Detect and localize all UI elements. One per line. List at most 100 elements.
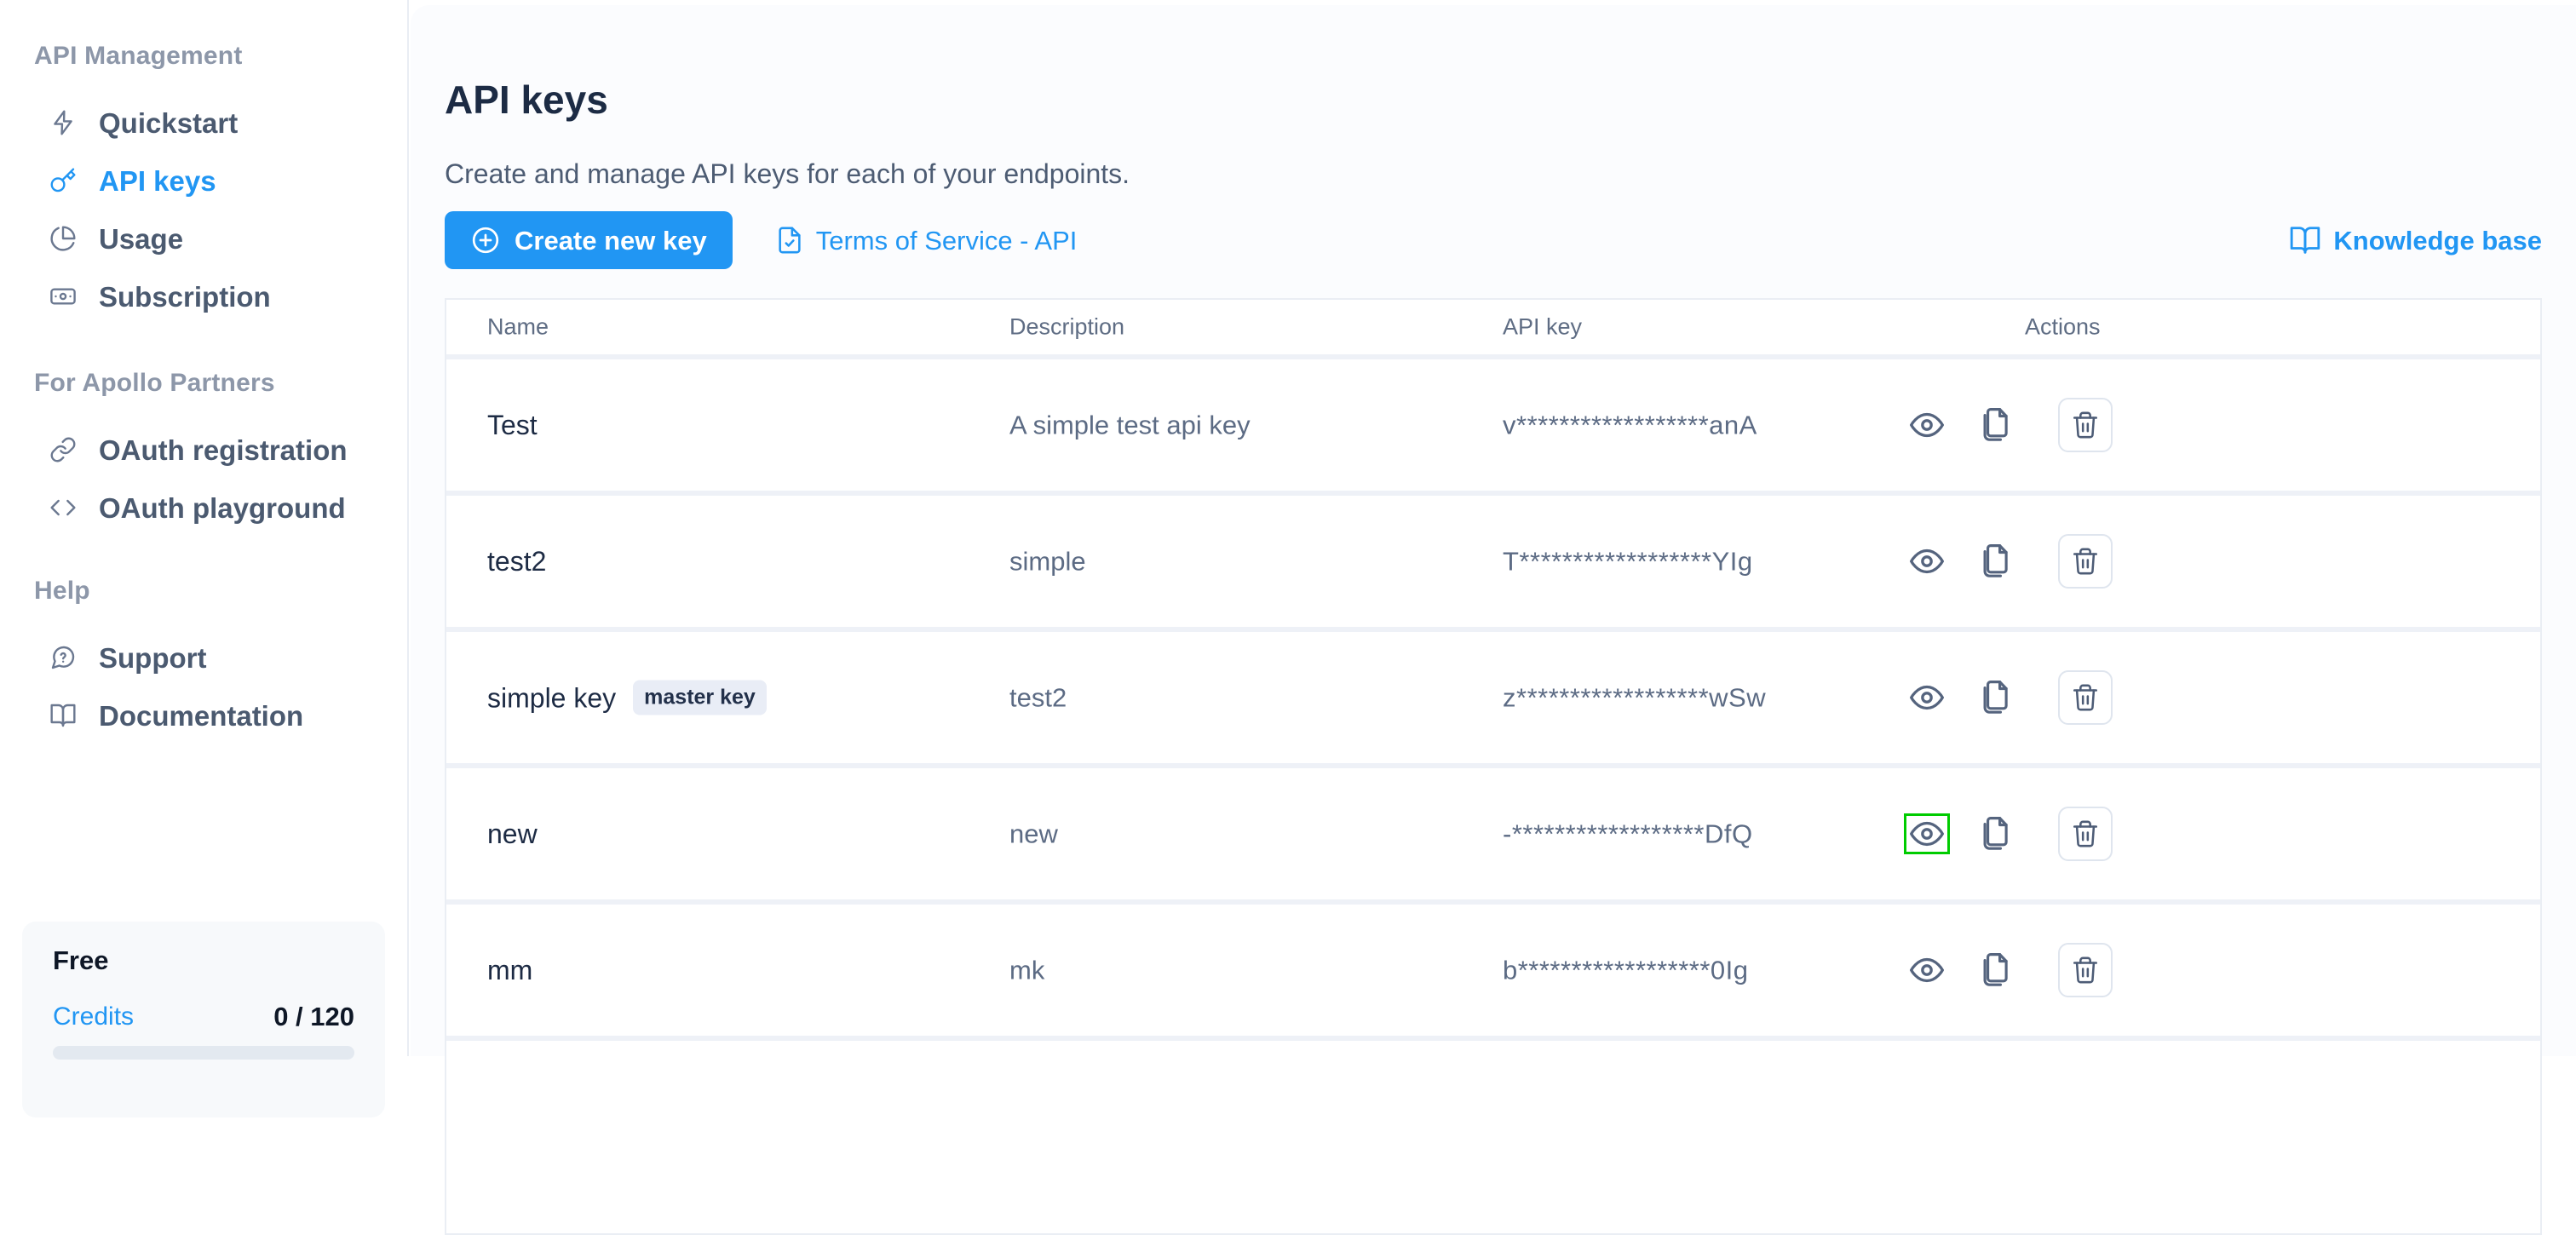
main-content: API keys Create and manage API keys for … [411,5,2576,1235]
book-open-icon [2289,224,2321,256]
key-name: test2 [487,546,547,577]
masked-api-key: -******************DfQ [1503,819,1753,849]
copy-key-button[interactable] [1976,404,2014,446]
key-description: simple [1009,546,1086,577]
eye-icon [1910,412,1944,438]
copy-key-button[interactable] [1976,676,2014,719]
masked-api-key: T******************YIg [1503,546,1753,577]
key-icon [48,165,78,196]
knowledge-base-label: Knowledge base [2333,225,2542,256]
sidebar-section-title: API Management [34,42,243,70]
sidebar-item-label: Support [99,641,207,674]
eye-icon [1910,821,1944,847]
column-header-description: Description [1009,313,1125,340]
link-icon [48,434,78,465]
sidebar-item-subscription[interactable]: Subscription [34,267,387,325]
sidebar-item-label: Subscription [99,280,271,313]
sidebar-section-title: Help [34,577,90,605]
sidebar-item-oauth-registration[interactable]: OAuth registration [34,421,387,479]
row-actions [1904,768,2113,899]
credits-link[interactable]: Credits [53,1002,135,1031]
table-row: simple key master key test2 z***********… [446,632,2540,768]
key-name: Test [487,410,538,440]
view-key-button[interactable] [1906,952,1947,988]
trash-icon [2073,956,2098,984]
copy-key-button[interactable] [1976,813,2014,855]
copy-key-button[interactable] [1976,540,2014,583]
key-description: mk [1009,955,1045,985]
masked-api-key: b******************0Ig [1503,955,1749,985]
credits-row: Credits 0 / 120 [53,1002,354,1032]
delete-key-button[interactable] [2058,943,2113,997]
eye-icon [1910,685,1944,710]
sidebar-item-oauth-playground[interactable]: OAuth playground [34,479,387,537]
trash-icon [2073,684,2098,711]
knowledge-base-link[interactable]: Knowledge base [2289,224,2542,256]
sidebar-item-documentation[interactable]: Documentation [34,686,387,744]
masked-api-key: z******************wSw [1503,682,1767,713]
sidebar-item-api-keys[interactable]: API keys [34,152,387,210]
chat-question-icon [48,642,78,673]
column-header-api-key: API key [1503,313,1583,340]
copy-icon [1983,817,2008,850]
column-header-name: Name [487,313,549,340]
credits-value: 0 / 120 [273,1002,354,1031]
delete-key-button[interactable] [2058,398,2113,452]
view-key-button[interactable] [1906,680,1947,715]
table-row: Test A simple test api key v************… [446,359,2540,496]
plan-card: Free Credits 0 / 120 [22,922,385,1117]
trash-icon [2073,548,2098,575]
table-row [446,1041,2540,1092]
sidebar-item-label: OAuth playground [99,491,346,524]
terms-of-service-link[interactable]: Terms of Service - API [775,225,1078,256]
key-name: simple key [487,682,617,713]
copy-icon [1983,953,2008,986]
view-key-button[interactable] [1906,407,1947,443]
table-header: Name Description API key Actions [446,300,2540,359]
column-header-actions: Actions [2025,313,2101,340]
table-row: mm mk b******************0Ig [446,905,2540,1041]
delete-key-button[interactable] [2058,807,2113,861]
table-row: test2 simple T******************YIg [446,496,2540,632]
copy-icon [1983,544,2008,577]
delete-key-button[interactable] [2058,534,2113,589]
copy-key-button[interactable] [1976,949,2014,991]
masked-api-key: v******************anA [1503,410,1757,440]
view-key-button[interactable] [1906,543,1947,579]
sidebar-section-partners: For Apollo Partners OAuth registration O… [34,368,387,537]
sidebar-item-label: Quickstart [99,106,239,139]
trash-icon [2073,820,2098,847]
trash-icon [2073,411,2098,439]
view-key-button-focused[interactable] [1904,813,1950,854]
key-name: new [487,819,538,849]
page-subtitle: Create and manage API keys for each of y… [445,158,1130,189]
key-name: mm [487,955,533,985]
copy-icon [1983,681,2008,714]
file-check-icon [775,226,804,255]
pie-chart-icon [48,223,78,254]
lightning-icon [48,107,78,138]
sidebar-item-label: Documentation [99,699,304,732]
sidebar-section-help: Help Support Documentation [34,576,387,744]
master-key-badge: master key [633,680,767,715]
create-new-key-button[interactable]: Create new key [445,211,733,269]
toolbar: Create new key Terms of Service - API Kn… [445,211,2542,269]
row-actions [1906,359,2113,491]
sidebar-section-api-management: API Management Quickstart API keys Usage… [34,41,387,325]
delete-key-button[interactable] [2058,670,2113,725]
key-description: A simple test api key [1009,410,1251,440]
row-actions [1906,905,2113,1036]
sidebar-item-quickstart[interactable]: Quickstart [34,94,387,152]
code-icon [48,492,78,523]
row-actions [1906,496,2113,627]
row-actions [1906,632,2113,763]
sidebar-item-usage[interactable]: Usage [34,210,387,267]
eye-icon [1910,957,1944,983]
sidebar-item-label: Usage [99,222,184,255]
book-icon [48,700,78,731]
sidebar-item-support[interactable]: Support [34,629,387,686]
terms-of-service-label: Terms of Service - API [815,225,1078,256]
credits-progress-bar [53,1046,354,1060]
key-description: test2 [1009,682,1067,713]
key-description: new [1009,819,1058,849]
